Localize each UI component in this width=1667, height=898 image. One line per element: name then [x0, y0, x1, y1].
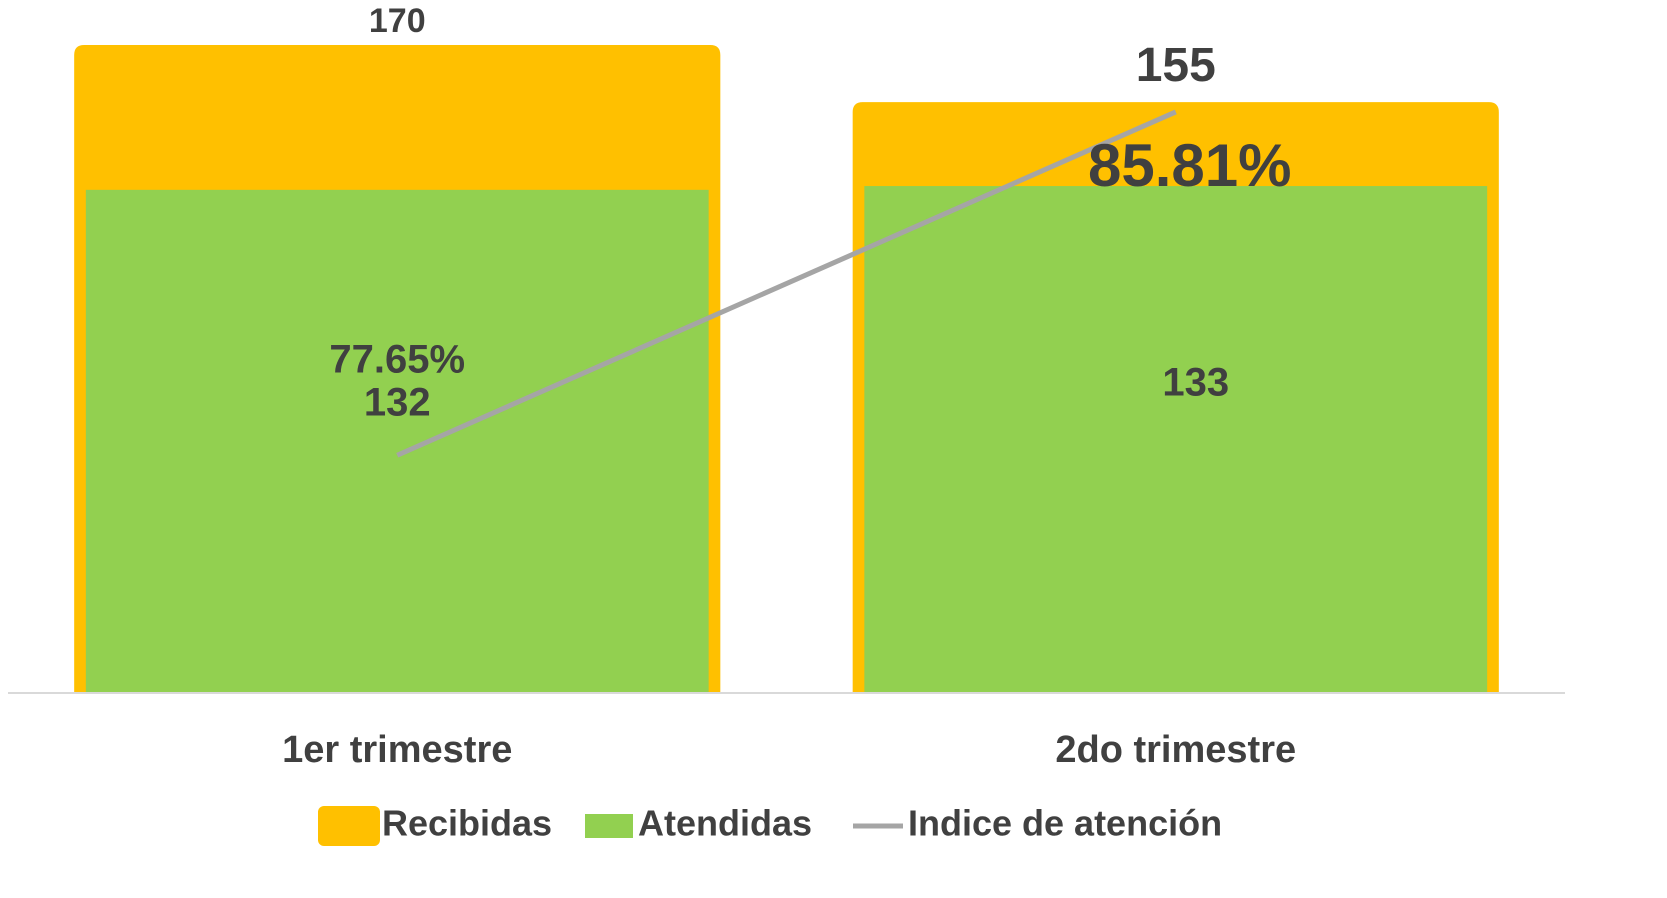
data-label: 170 [369, 2, 426, 40]
data-label: 155 [1136, 39, 1216, 92]
bar [85, 189, 709, 694]
data-label: 132 [364, 381, 431, 425]
data-label: 133 [1162, 361, 1229, 405]
legend-label: Indice de atención [908, 803, 1222, 844]
bar [864, 186, 1488, 694]
legend-swatch [318, 806, 380, 846]
x-tick-label: 1er trimestre [282, 729, 512, 771]
legend-label: Recibidas [382, 803, 552, 844]
x-tick-label: 2do trimestre [1055, 729, 1296, 771]
line [396, 109, 1177, 458]
data-label: 77.65% [329, 338, 465, 382]
data-label: 85.81% [1088, 132, 1292, 199]
legend-label: Atendidas [638, 803, 812, 844]
legend-swatch [585, 814, 633, 838]
